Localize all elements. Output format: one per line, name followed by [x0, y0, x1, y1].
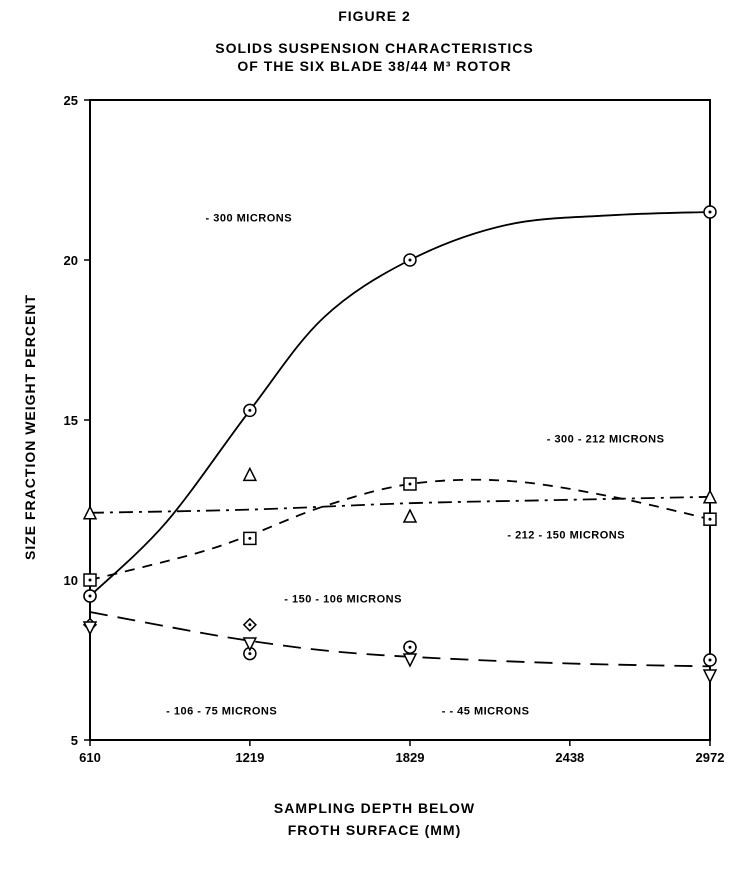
chart-plot: 5 10 15 20 25 610 1219 1829 2438 2972 - 300 MICRON… — [0, 0, 749, 800]
x-axis-label-line2: FROTH SURFACE (MM) — [0, 822, 749, 838]
svg-text:25: 25 — [64, 93, 78, 108]
svg-text:2972: 2972 — [696, 750, 725, 765]
svg-text:- - 45 MICRONS: - - 45 MICRONS — [442, 705, 530, 717]
svg-text:1219: 1219 — [235, 750, 264, 765]
x-axis-label-line1: SAMPLING DEPTH BELOW — [0, 800, 749, 816]
svg-text:610: 610 — [79, 750, 101, 765]
svg-text:- 106 - 75 MICRONS: - 106 - 75 MICRONS — [166, 705, 277, 717]
svg-text:15: 15 — [64, 413, 78, 428]
svg-text:- 150 - 106 MICRONS: - 150 - 106 MICRONS — [284, 593, 402, 605]
svg-text:10: 10 — [64, 573, 78, 588]
svg-text:1829: 1829 — [396, 750, 425, 765]
svg-text:5: 5 — [71, 733, 78, 748]
figure-page: FIGURE 2 SOLIDS SUSPENSION CHARACTERISTI… — [0, 0, 749, 871]
svg-text:- 300 MICRONS: - 300 MICRONS — [205, 213, 292, 225]
svg-text:2438: 2438 — [555, 750, 584, 765]
svg-text:- 300 - 212 MICRONS: - 300 - 212 MICRONS — [547, 433, 665, 445]
svg-text:20: 20 — [64, 253, 78, 268]
svg-text:- 212 - 150 MICRONS: - 212 - 150 MICRONS — [507, 529, 625, 541]
